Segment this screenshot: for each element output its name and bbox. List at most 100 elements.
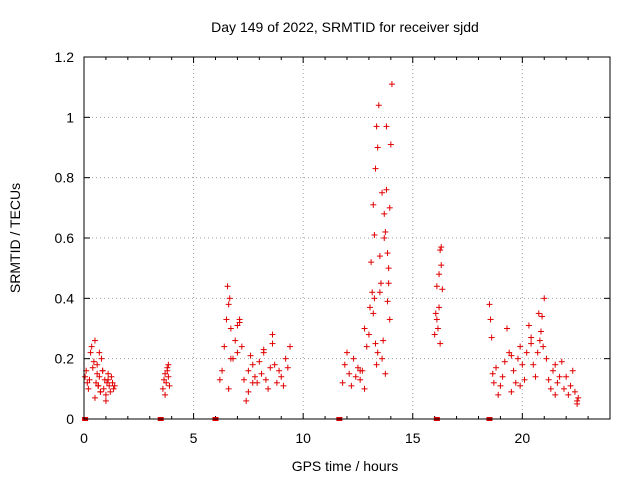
data-point	[365, 331, 372, 338]
data-point	[236, 316, 243, 323]
data-point	[545, 376, 552, 383]
y-tick-label: 0.8	[55, 170, 75, 186]
data-point	[565, 391, 572, 398]
data-point	[434, 325, 441, 332]
data-point	[523, 349, 530, 356]
data-point	[98, 355, 105, 362]
data-point	[346, 370, 353, 377]
y-tick-label: 0.6	[55, 230, 75, 246]
data-point	[287, 343, 294, 350]
data-point	[384, 250, 391, 257]
data-point	[558, 358, 565, 365]
data-point	[436, 271, 443, 278]
data-point	[535, 310, 542, 317]
data-point	[374, 144, 381, 151]
data-point	[82, 373, 89, 380]
data-point	[532, 373, 539, 380]
data-point	[560, 385, 567, 392]
data-point	[249, 379, 256, 386]
data-point	[517, 343, 524, 350]
data-point	[552, 391, 559, 398]
data-point	[269, 331, 276, 338]
data-point	[571, 388, 578, 395]
data-point	[276, 367, 283, 374]
data-point	[354, 364, 361, 371]
data-point	[95, 382, 102, 389]
scatter-points	[82, 81, 582, 407]
data-point	[262, 376, 269, 383]
data-point	[490, 379, 497, 386]
data-point	[372, 165, 379, 172]
data-point	[258, 370, 265, 377]
data-point	[385, 280, 392, 287]
data-point	[438, 244, 445, 251]
data-point	[508, 352, 515, 359]
data-point	[267, 364, 274, 371]
data-point	[437, 340, 444, 347]
data-point	[256, 358, 263, 365]
data-point	[383, 186, 390, 193]
data-point	[438, 262, 445, 269]
data-point	[379, 355, 386, 362]
data-point	[89, 364, 96, 371]
data-point	[352, 373, 359, 380]
data-point	[373, 361, 380, 368]
data-point	[226, 295, 233, 302]
data-point	[371, 231, 378, 238]
x-axis-label: GPS time / hours	[292, 458, 399, 474]
data-point	[86, 376, 93, 383]
data-point	[243, 397, 250, 404]
data-point	[361, 385, 368, 392]
data-point	[488, 334, 495, 341]
data-point	[100, 385, 107, 392]
data-point	[260, 346, 267, 353]
data-point	[84, 379, 91, 386]
x-tick-label: 5	[190, 430, 198, 446]
data-point	[105, 376, 112, 383]
data-point	[519, 361, 526, 368]
data-point	[370, 201, 377, 208]
data-point	[368, 259, 375, 266]
data-point	[249, 361, 256, 368]
data-point	[245, 367, 252, 374]
data-point	[110, 385, 117, 392]
data-point	[508, 388, 515, 395]
data-point	[387, 141, 394, 148]
data-point	[109, 379, 116, 386]
data-point	[265, 385, 272, 392]
data-point	[357, 376, 364, 383]
data-point	[93, 379, 100, 386]
data-point	[552, 361, 559, 368]
data-point	[563, 373, 570, 380]
data-point	[224, 283, 231, 290]
data-point	[388, 81, 395, 88]
data-point	[439, 286, 446, 293]
data-point	[227, 355, 234, 362]
x-tick-label: 15	[405, 430, 421, 446]
data-point	[219, 367, 226, 374]
data-point	[166, 382, 173, 389]
data-point	[238, 343, 245, 350]
data-point	[486, 301, 493, 308]
data-point	[245, 388, 252, 395]
data-point	[99, 367, 106, 374]
data-point	[94, 370, 101, 377]
data-point	[503, 325, 510, 332]
data-point	[88, 343, 95, 350]
y-axis-label: SRMTID / TECUs	[7, 183, 23, 293]
data-point	[225, 301, 232, 308]
data-point	[94, 361, 101, 368]
data-point	[540, 343, 547, 350]
data-point	[91, 394, 98, 401]
data-point	[104, 379, 111, 386]
data-point	[251, 373, 258, 380]
data-point	[530, 361, 537, 368]
data-point	[528, 340, 535, 347]
data-point	[216, 376, 223, 383]
data-point	[497, 382, 504, 389]
data-point	[96, 373, 103, 380]
data-point	[437, 247, 444, 254]
data-point	[85, 385, 92, 392]
y-tick-label: 0	[66, 411, 74, 427]
data-point	[234, 322, 241, 329]
